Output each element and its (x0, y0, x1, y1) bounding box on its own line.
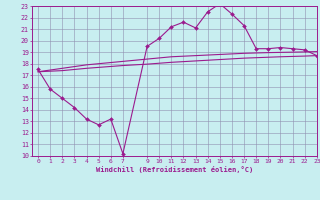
X-axis label: Windchill (Refroidissement éolien,°C): Windchill (Refroidissement éolien,°C) (96, 166, 253, 173)
